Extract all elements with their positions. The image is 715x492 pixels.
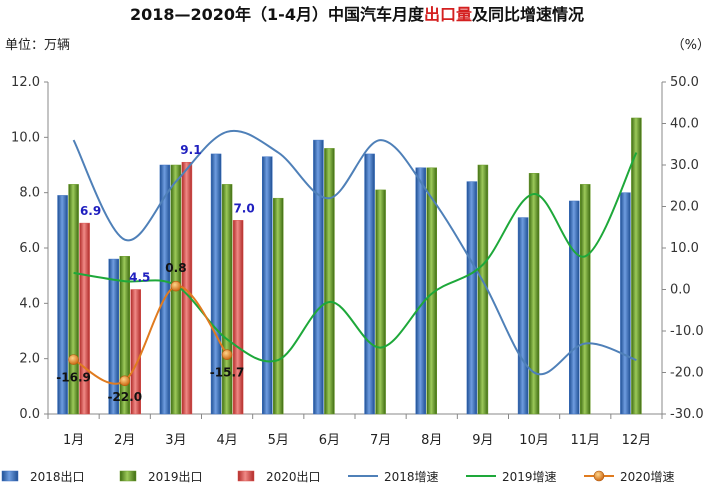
bar-2019出口-1月 [68, 184, 79, 415]
right-tick-label: -10.0 [670, 324, 704, 339]
bar-2020出口-1月 [79, 222, 90, 415]
legend-label: 2018出口 [30, 470, 85, 484]
right-tick-label: -30.0 [670, 407, 704, 422]
legend-swatch [1, 470, 19, 482]
x-tick-label: 7月 [370, 433, 391, 448]
chart-axes: 0.0 2.0 4.0 6.0 8.0 10.0 12.0 -30.0 -20.0 -10.0 0.… [11, 75, 704, 448]
legend-label: 2020出口 [266, 470, 321, 484]
point-2020增速-2月 [119, 375, 131, 387]
left-tick-label: 2.0 [19, 352, 40, 367]
title-part-2: 及同比增速情况 [472, 5, 584, 24]
x-tick-label: 3月 [165, 433, 186, 448]
line-layer [68, 129, 638, 387]
point-2020增速-1月 [68, 354, 79, 365]
legend-marker [593, 470, 605, 482]
title-part-1: 出口量 [424, 5, 472, 24]
bar-2018出口-4月 [210, 153, 222, 415]
right-tick-label: 20.0 [670, 200, 699, 215]
left-tick-label: 0.0 [19, 407, 40, 422]
right-tick-label: 30.0 [670, 158, 699, 173]
x-tick-label: 8月 [421, 433, 442, 448]
x-tick-label: 9月 [472, 433, 493, 448]
legend-label: 2020增速 [620, 470, 675, 484]
legend-label: 2019出口 [148, 470, 203, 484]
bar-label-2020-4月: 7.0 [233, 201, 254, 215]
line-label-2020-4月: -15.7 [210, 366, 245, 380]
line-2019增速 [73, 152, 638, 363]
x-tick-label: 2月 [114, 433, 135, 448]
left-tick-label: 6.0 [19, 241, 40, 256]
bar-2019出口-12月 [631, 117, 642, 415]
x-tick-label: 12月 [622, 433, 652, 448]
legend-item-2019增速: 2019增速 [466, 470, 557, 484]
bar-2018出口-10月 [517, 217, 529, 415]
x-tick-label: 6月 [319, 433, 340, 448]
bar-2018出口-2月 [108, 258, 119, 415]
line-label-2020-3月: 0.8 [165, 261, 186, 275]
x-tick-label: 10月 [519, 433, 549, 448]
legend-item-2018出口: 2018出口 [1, 470, 85, 484]
line-label-2020-1月: -16.9 [56, 371, 91, 385]
bar-2018出口-8月 [415, 167, 426, 415]
line-2018增速 [72, 129, 637, 376]
bar-2019出口-10月 [528, 173, 540, 415]
bar-2020出口-4月 [232, 220, 244, 415]
label-layer: 6.9 4.5 9.1 7.0 -16.9 -22.0 0.8 -15.7 [56, 143, 254, 404]
bar-2018出口-6月 [313, 139, 324, 415]
left-tick-label: 10.0 [11, 130, 40, 145]
legend-item-2020增速: 2020增速 [584, 470, 675, 484]
right-tick-label: 0.0 [670, 283, 691, 298]
point-2020增速-3月 [170, 280, 182, 292]
legend-item-2018增速: 2018增速 [348, 470, 439, 484]
chart-title: 2018—2020年（1-4月）中国汽车月度出口量及同比增速情况 [130, 5, 584, 24]
right-tick-label: 10.0 [670, 241, 699, 256]
left-tick-label: 4.0 [19, 296, 40, 311]
bar-2019出口-5月 [273, 197, 284, 415]
bar-2019出口-4月 [221, 184, 233, 415]
bar-2019出口-6月 [324, 148, 335, 415]
bar-label-2020-2月: 4.5 [129, 271, 150, 285]
point-2020增速-4月 [221, 349, 233, 360]
right-axis-unit: （%） [672, 38, 710, 53]
legend: 2018出口 2019出口 2020出口 2018增速 2019增速 2020增速 [1, 470, 675, 484]
bar-2018出口-5月 [262, 156, 273, 415]
x-tick-label: 4月 [216, 433, 237, 448]
bar-2019出口-2月 [119, 256, 130, 415]
x-tick-label: 5月 [268, 433, 289, 448]
x-tick-label: 11月 [570, 433, 600, 448]
legend-label: 2018增速 [384, 470, 439, 484]
legend-label: 2019增速 [502, 470, 557, 484]
line-label-2020-2月: -22.0 [107, 390, 142, 404]
bar-2018出口-12月 [620, 192, 631, 415]
bar-2019出口-7月 [375, 189, 386, 415]
left-tick-label: 8.0 [19, 186, 40, 201]
legend-swatch [119, 470, 137, 482]
x-tick-label: 1月 [63, 433, 84, 448]
left-tick-label: 12.0 [11, 75, 40, 90]
legend-swatch [237, 470, 255, 482]
right-tick-label: -20.0 [670, 366, 704, 381]
bar-2019出口-11月 [580, 184, 591, 415]
right-tick-label: 50.0 [670, 75, 699, 90]
bar-2018出口-9月 [466, 181, 478, 415]
line-2020增速 [73, 285, 228, 385]
bar-2018出口-11月 [569, 200, 580, 415]
bar-label-2020-1月: 6.9 [80, 204, 101, 218]
bar-2018出口-1月 [57, 195, 68, 415]
legend-item-2020出口: 2020出口 [237, 470, 321, 484]
left-axis-unit: 单位：万辆 [5, 38, 70, 53]
bar-label-2020-3月: 9.1 [180, 143, 201, 157]
bar-layer [57, 117, 642, 415]
legend-item-2019出口: 2019出口 [119, 470, 203, 484]
title-part-0: 2018—2020年（1-4月）中国汽车月度 [130, 5, 425, 24]
right-tick-label: 40.0 [670, 117, 699, 132]
bar-2018出口-7月 [364, 153, 375, 415]
